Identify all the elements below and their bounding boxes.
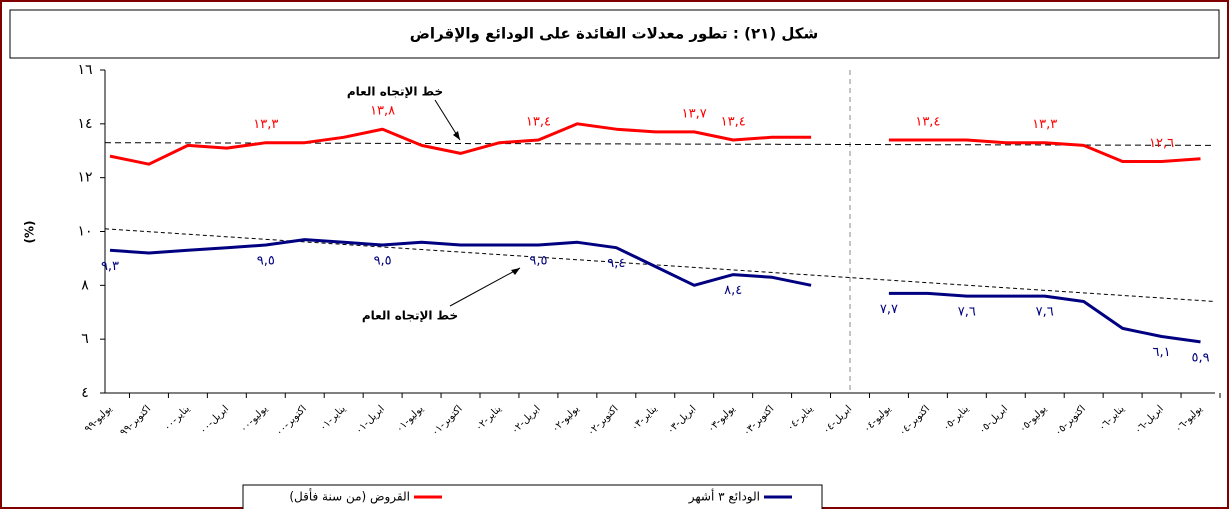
- data-label: ١٢,٦: [1149, 136, 1174, 151]
- data-label: ١٣,٣: [253, 117, 278, 132]
- y-axis-label: (%): [23, 221, 37, 244]
- data-label: ٨,٤: [724, 283, 742, 298]
- y-tick-label: ٦: [81, 331, 89, 347]
- y-tick-label: ١٤: [77, 116, 92, 132]
- arrow-head: [511, 268, 520, 275]
- data-label: ٩,٥: [257, 253, 275, 268]
- data-label: ٧,٧: [880, 302, 898, 317]
- data-label: ١٣,٧: [682, 106, 707, 121]
- data-label: ١٣,٤: [526, 114, 551, 129]
- annotation: خط الإتجاه العام: [362, 309, 458, 324]
- y-tick-label: ١٦: [77, 62, 92, 78]
- data-label: ٩,٤: [607, 256, 625, 271]
- title-box: [9, 9, 1220, 59]
- annotation: خط الإتجاه العام: [347, 85, 443, 100]
- arrow-head: [453, 131, 460, 140]
- data-label: ٩,٥: [529, 253, 547, 268]
- series-line: [109, 122, 1201, 166]
- data-label: ١٣,٨: [370, 104, 395, 119]
- legend-label: القروض (من سنة فأقل): [289, 488, 410, 505]
- y-tick-label: ١٠: [77, 224, 92, 240]
- data-label: ٥,٩: [1191, 350, 1209, 365]
- data-label: ٩,٣: [101, 259, 119, 274]
- data-label: ٧,٦: [958, 305, 976, 320]
- data-label: ٦,١: [1153, 345, 1171, 360]
- legend-label: الودائع ٣ أشهر: [688, 489, 760, 505]
- annotation-arrow: [449, 267, 521, 307]
- data-label: ٧,٦: [1036, 305, 1054, 320]
- data-label: ٩,٥: [374, 253, 392, 268]
- series-line: [109, 238, 1201, 344]
- legend-box: [242, 484, 823, 509]
- y-tick-label: ٤: [81, 385, 89, 401]
- data-label: ١٣,٤: [915, 114, 940, 129]
- y-tick-label: ١٢: [77, 170, 92, 186]
- data-label: ١٣,٣: [1032, 117, 1057, 132]
- data-label: ١٣,٤: [721, 114, 746, 129]
- y-tick-label: ٨: [81, 277, 89, 293]
- chart-title: شكل (٢١) : تطور معدلات الفائدة على الودا…: [410, 25, 819, 43]
